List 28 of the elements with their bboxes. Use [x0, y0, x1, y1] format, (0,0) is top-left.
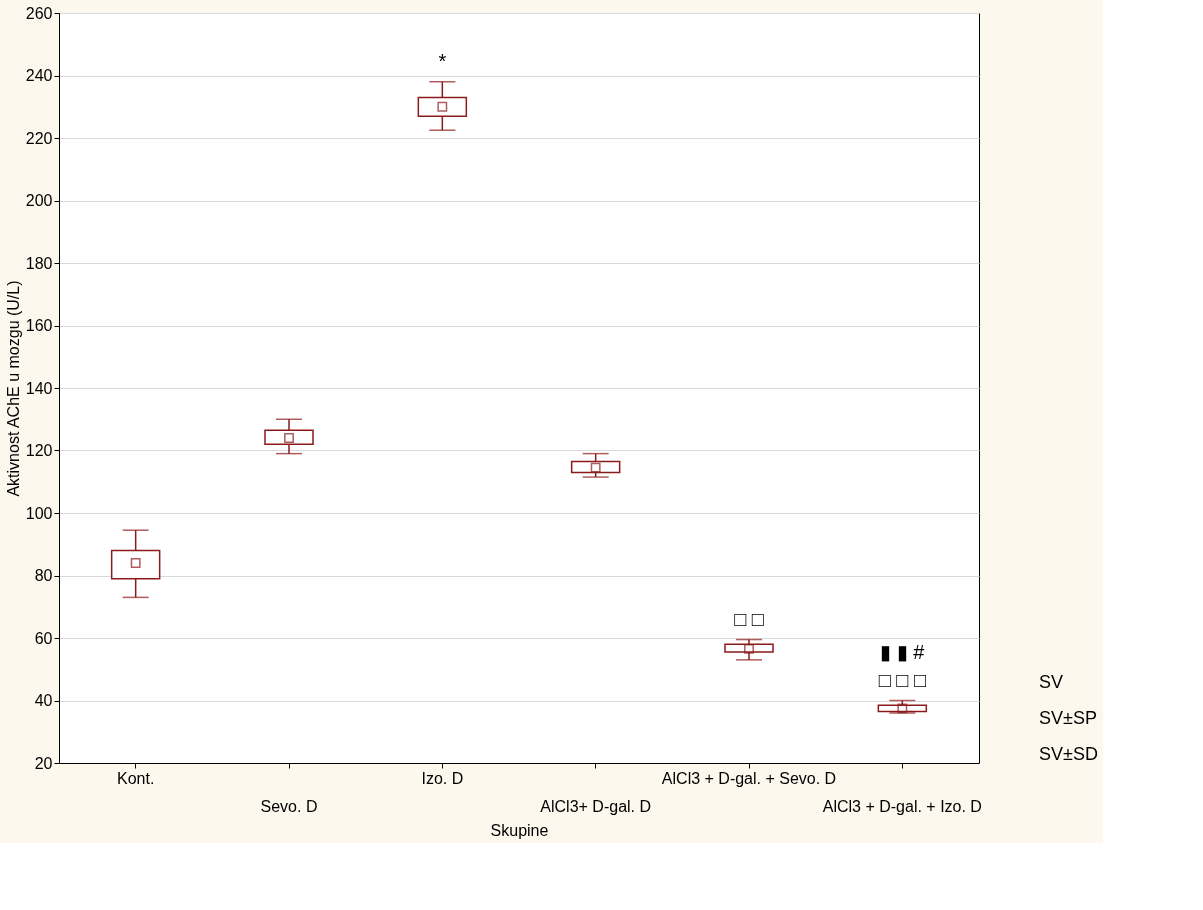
x-tick-label: Izo. D: [421, 769, 464, 787]
text: SV: [1039, 672, 1064, 692]
x-tick-label: Kont.: [116, 769, 155, 787]
x-tick-label: AlCl3+ D-gal. D: [540, 797, 652, 815]
y-tick-label: 200: [25, 192, 53, 209]
y-tick-label: 140: [25, 379, 53, 397]
y-tick-label: 40: [34, 692, 53, 709]
x-tick-label: AlCl3 + D-gal. + Izo. D: [822, 797, 982, 815]
x-tick-label: AlCl3 + D-gal. + Sevo. D: [661, 769, 837, 787]
y-tick-label: 180: [25, 254, 53, 272]
annotation: ▮ ▮ #: [880, 640, 926, 663]
y-tick-label: 260: [25, 4, 53, 22]
text: SV±SP: [1039, 708, 1097, 728]
y-tick-label: 120: [25, 442, 53, 459]
y-tick-label: 80: [34, 567, 53, 584]
annotation: □ □: [734, 607, 764, 630]
x-tick-label: Sevo. D: [260, 797, 318, 815]
y-tick-label: 220: [25, 129, 53, 147]
y-tick-label: 20: [34, 754, 53, 772]
x-axis-title: Skupine: [490, 821, 549, 839]
annotation: □ □ □: [878, 668, 927, 691]
y-tick-label: 60: [34, 629, 53, 647]
y-axis-title: Aktivnost AChE u mozgu (U/L): [4, 280, 22, 497]
y-tick-label: 160: [25, 317, 53, 334]
annotation: *: [438, 49, 447, 72]
y-tick-label: 100: [25, 504, 53, 522]
text: SV±SD: [1039, 744, 1098, 764]
y-tick-label: 240: [25, 67, 53, 84]
